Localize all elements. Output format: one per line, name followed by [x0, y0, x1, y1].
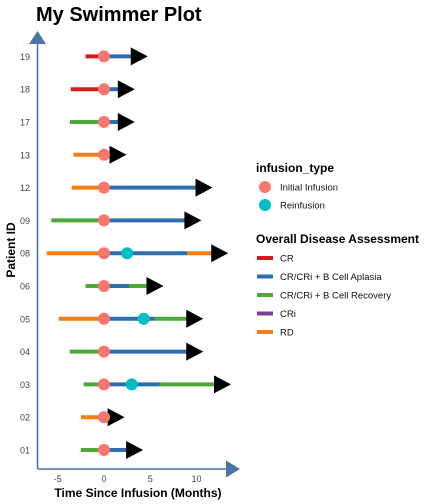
continuing-arrow — [117, 113, 135, 131]
y-tick-label: 02 — [20, 413, 30, 423]
infusion-point — [98, 411, 110, 424]
infusion-point — [125, 378, 138, 391]
y-axis-arrowhead — [29, 31, 46, 44]
y-tick-label: 04 — [20, 347, 30, 357]
y-tick-label: 17 — [20, 118, 30, 128]
legend-label: Reinfusion — [280, 201, 325, 212]
infusion-point — [98, 312, 110, 325]
continuing-arrow — [214, 375, 231, 394]
y-tick-label: 01 — [20, 446, 30, 456]
points-layer — [98, 50, 150, 456]
continuing-arrow — [186, 342, 204, 361]
chart-title: My Swimmer Plot — [36, 4, 202, 26]
legend-label: CR/CRi + B Cell Aplasia — [280, 272, 382, 283]
infusion-point — [137, 312, 150, 325]
y-tick-label: 06 — [20, 282, 30, 292]
continuing-arrow — [195, 178, 213, 197]
continuing-arrow — [211, 244, 229, 263]
continuing-arrow — [184, 211, 202, 230]
y-tick-label: 05 — [20, 314, 30, 324]
legend-key-point — [259, 181, 271, 193]
infusion-point — [98, 444, 110, 456]
legend: infusion_type Initial Infusion Reinfusion O… — [256, 161, 419, 339]
y-tick-label: 03 — [20, 380, 30, 390]
x-tick-label: 5 — [148, 474, 153, 484]
infusion-point — [98, 214, 110, 227]
infusion-point — [98, 378, 110, 391]
continuing-arrow — [107, 408, 125, 427]
y-tick-label: 09 — [20, 216, 30, 226]
infusion-point — [98, 280, 110, 292]
infusion-point — [98, 247, 110, 260]
continuing-arrow — [126, 441, 144, 459]
y-axis-title: Patient ID — [4, 222, 18, 278]
continuing-arrow — [186, 309, 204, 328]
infusion-point — [98, 116, 110, 128]
continuing-arrow — [109, 145, 127, 164]
arrows-layer — [107, 47, 231, 459]
legend-key-point — [259, 199, 271, 211]
x-axis-title: Time Since Infusion (Months) — [54, 486, 221, 500]
infusion-point — [98, 345, 110, 358]
infusion-point — [98, 181, 110, 194]
continuing-arrow — [117, 80, 135, 99]
y-tick-label: 18 — [20, 85, 30, 95]
infusion-point — [98, 148, 110, 161]
x-tick-labels: -5 0 5 10 — [54, 474, 202, 484]
infusion-point — [121, 247, 134, 260]
continuing-arrow — [146, 277, 164, 295]
legend-label: Initial Infusion — [280, 183, 338, 194]
x-tick-label: 0 — [101, 474, 106, 484]
legend-label: CR — [280, 254, 294, 265]
y-tick-label: 08 — [20, 249, 30, 259]
y-tick-labels: 01 02 03 04 05 06 08 09 12 13 17 18 19 — [20, 52, 30, 456]
infusion-point — [98, 83, 110, 96]
legend-title: Overall Disease Assessment — [256, 232, 419, 246]
x-axis-arrowhead — [226, 460, 240, 478]
legend-label: RD — [280, 328, 294, 339]
legend-title: infusion_type — [256, 161, 334, 175]
legend-label: CR/CRi + B Cell Recovery — [280, 291, 391, 302]
y-tick-label: 19 — [20, 52, 30, 62]
y-tick-label: 12 — [20, 183, 30, 193]
infusion-point — [98, 50, 110, 63]
x-tick-label: -5 — [54, 474, 62, 484]
legend-label: CRi — [280, 309, 296, 320]
y-tick-label: 13 — [20, 150, 30, 160]
continuing-arrow — [130, 47, 148, 66]
x-tick-label: 10 — [191, 474, 201, 484]
